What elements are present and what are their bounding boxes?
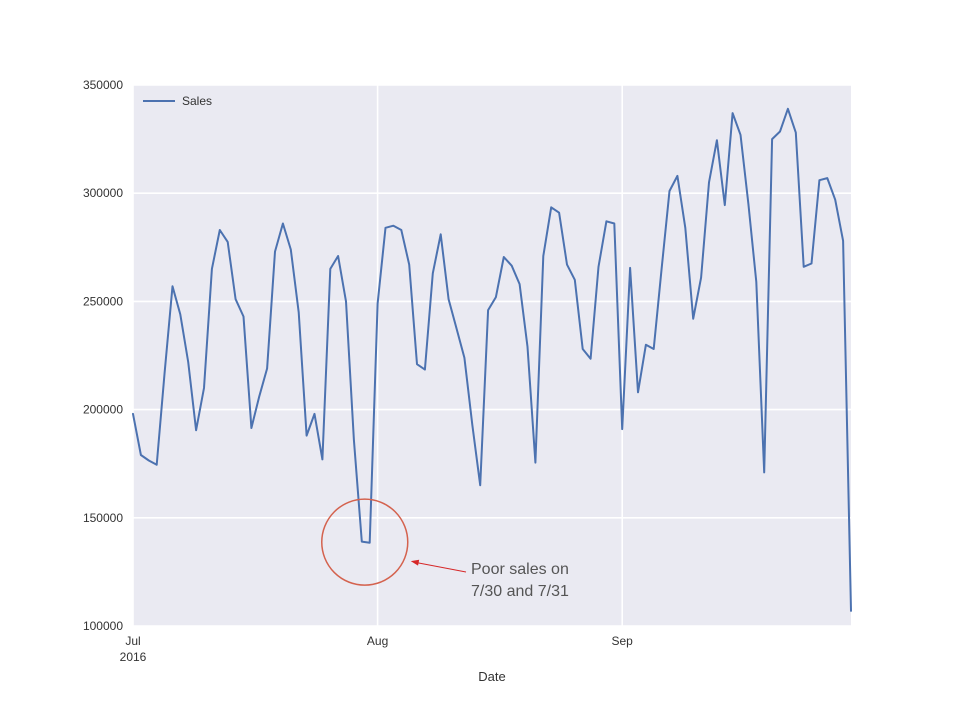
x-tick-label: Jul [125, 634, 140, 648]
grid-lines [132, 84, 851, 627]
series-line-sales [132, 107, 852, 612]
y-tick-label: 150000 [83, 511, 123, 525]
y-tick-label: 350000 [83, 78, 123, 92]
annotation-text-line-1: Poor sales on [471, 561, 569, 578]
legend-label-sales: Sales [182, 94, 212, 108]
y-tick-label: 250000 [83, 294, 123, 308]
x-tick-label: Aug [367, 634, 388, 648]
x-axis: Jul 2016 Aug Sep [120, 634, 634, 664]
annotation-arrow [416, 562, 467, 573]
annotation-circle [321, 498, 409, 586]
y-tick-label: 200000 [83, 403, 123, 417]
plot-area [133, 85, 851, 626]
legend: Sales [143, 94, 212, 108]
annotation-text-line-2: 7/30 and 7/31 [471, 583, 569, 600]
annotation-arrow-head [410, 559, 420, 566]
x-tick-sublabel: 2016 [120, 650, 147, 664]
x-tick-label: Sep [612, 634, 634, 648]
series-layer [132, 107, 852, 612]
y-tick-label: 300000 [83, 186, 123, 200]
x-axis-label: Date [478, 669, 505, 684]
annotation: Poor sales on 7/30 and 7/31 [321, 498, 569, 600]
y-tick-label: 100000 [83, 619, 123, 633]
y-axis: 100000 150000 200000 250000 300000 350000 [83, 78, 123, 633]
